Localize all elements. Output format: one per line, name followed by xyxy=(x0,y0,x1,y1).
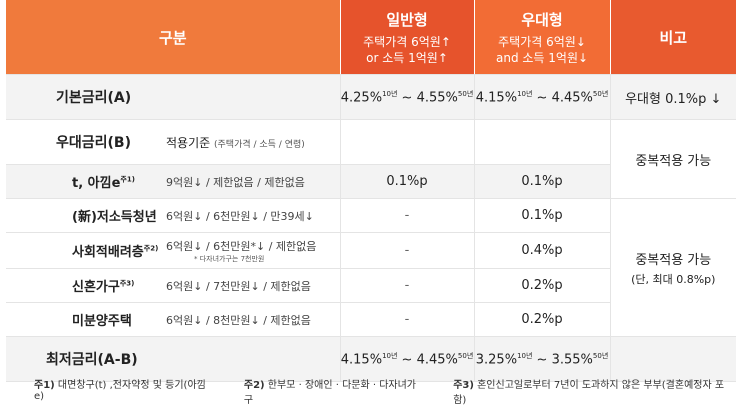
row-label-sup: 주3) xyxy=(119,279,135,288)
pref-criteria-heading: 적용기준 (주택가격 / 소득 / 연령) xyxy=(166,119,341,165)
row-label-text: 신혼가구 xyxy=(72,280,120,295)
row-preferential: 0.1%p xyxy=(474,198,611,233)
footnote-key: 주2) xyxy=(243,380,265,391)
row-criteria: 6억원↓ / 8천만원↓ / 제한없음 xyxy=(166,302,341,337)
rate-from-term: 10년 xyxy=(382,351,398,360)
min-rate-note-empty xyxy=(609,336,737,382)
header-general-sub1: 주택가격 6억원↑ xyxy=(363,34,451,49)
min-rate-row: 최저금리(A-B) 4.15%10년 ~ 4.45%50년 3.25%10년 ~… xyxy=(6,336,737,382)
header-preferential-sub1: 주택가격 6억원↓ xyxy=(498,34,586,49)
base-rate-label: 기본금리(A) xyxy=(6,74,341,120)
row-preferential: 0.2%p xyxy=(474,302,611,337)
note-dup2-text: 중복적용 가능 xyxy=(635,252,712,268)
rate-from: 4.15% xyxy=(475,90,518,106)
row-criteria: 6억원↓ / 6천만원*↓ / 제한없음 * 다자녀가구는 7천만원 xyxy=(166,232,341,269)
criteria-title: 적용기준 xyxy=(166,135,211,150)
row-general: 0.1%p xyxy=(339,164,475,199)
row-criteria-note: * 다자녀가구는 7천만원 xyxy=(194,254,265,263)
header-general: 일반형 주택가격 6억원↑ or 소득 1억원↑ xyxy=(339,0,475,75)
pref-preferential-empty xyxy=(474,119,611,165)
rate-from: 3.25% xyxy=(475,352,518,368)
rate-table: 구분 일반형 주택가격 6억원↑ or 소득 1억원↑ 우대형 주택가격 6억원… xyxy=(6,0,737,382)
note-dup1: 중복적용 가능 xyxy=(609,119,737,199)
rate-from: 4.15% xyxy=(340,352,383,368)
row-general: - xyxy=(339,268,475,303)
rate-sep: ~ xyxy=(397,90,417,106)
table-row: 미분양주택 6억원↓ / 8천만원↓ / 제한없음 - 0.2%p xyxy=(6,302,736,337)
footnote-1: 주1) 대면창구(t) ,전자약정 및 등기(아낌e) xyxy=(34,376,214,406)
note-dup2-sub: (단, 최대 0.8%p) xyxy=(631,272,716,286)
rate-from-term: 10년 xyxy=(517,89,533,98)
footnotes: 주1) 대면창구(t) ,전자약정 및 등기(아낌e) 주2) 한부모 · 장애… xyxy=(34,376,734,406)
rate-from: 4.25% xyxy=(340,90,383,106)
row-label: 신혼가구주3) xyxy=(6,268,166,303)
footnote-key: 주3) xyxy=(453,380,474,391)
header-preferential: 우대형 주택가격 6억원↓ and 소득 1억원↓ xyxy=(474,0,611,75)
rate-to: 4.45% xyxy=(551,90,593,106)
table-row: (新)저소득청년 6억원↓ / 6천만원↓ / 만39세↓ - 0.1%p 중복… xyxy=(6,198,737,337)
row-criteria-text: 6억원↓ / 6천만원*↓ / 제한없음 xyxy=(166,239,317,253)
header-general-title: 일반형 xyxy=(386,10,428,29)
footnote-text: 혼인신고일로부터 7년이 도과하지 않은 부부(결혼예정자 포함) xyxy=(453,380,725,406)
row-preferential: 0.4%p xyxy=(474,232,611,269)
row-label-sup: 주2) xyxy=(143,244,159,253)
rate-to-term: 50년 xyxy=(457,89,474,98)
row-preferential: 0.1%p xyxy=(474,164,611,199)
row-label: (新)저소득청년 xyxy=(6,198,166,233)
min-rate-preferential: 3.25%10년 ~ 3.55%50년 xyxy=(474,336,611,382)
row-label-sup: 주1) xyxy=(120,175,135,184)
row-general: - xyxy=(339,198,475,233)
rate-to: 3.55% xyxy=(551,352,593,368)
rate-to: 4.45% xyxy=(416,352,458,368)
note-dup2: 중복적용 가능 (단, 최대 0.8%p) xyxy=(609,198,737,337)
pref-rate-row: 우대금리(B) 적용기준 (주택가격 / 소득 / 연령) 중복적용 가능 xyxy=(6,119,737,199)
row-criteria: 6억원↓ / 7천만원↓ / 제한없음 xyxy=(166,268,341,303)
row-label: t, 아낌e주1) xyxy=(6,164,166,199)
row-label-text: 사회적배려층 xyxy=(72,245,144,260)
header-note: 비고 xyxy=(610,0,737,75)
row-label: 사회적배려층주2) xyxy=(6,232,166,269)
base-rate-preferential: 4.15%10년 ~ 4.45%50년 xyxy=(474,74,611,120)
rate-sep: ~ xyxy=(532,352,552,368)
base-rate-general: 4.25%10년 ~ 4.55%50년 xyxy=(339,74,475,120)
header-preferential-sub2: and 소득 1억원↓ xyxy=(495,50,589,65)
row-label-text: t, 아낌e xyxy=(72,176,121,191)
base-rate-row: 기본금리(A) 4.25%10년 ~ 4.55%50년 4.15%10년 ~ 4… xyxy=(6,74,737,120)
row-general: - xyxy=(339,302,475,337)
footnote-text: 대면창구(t) ,전자약정 및 등기(아낌e) xyxy=(34,380,206,402)
row-preferential: 0.2%p xyxy=(474,268,611,303)
rate-to: 4.55% xyxy=(416,90,458,106)
footnote-3: 주3) 혼인신고일로부터 7년이 도과하지 않은 부부(결혼예정자 포함) xyxy=(453,376,734,406)
min-rate-label: 최저금리(A-B) xyxy=(6,336,341,382)
rate-from-term: 10년 xyxy=(382,89,398,98)
table-header-row: 구분 일반형 주택가격 6억원↑ or 소득 1억원↑ 우대형 주택가격 6억원… xyxy=(6,0,737,75)
row-criteria: 9억원↓ / 제한없음 / 제한없음 xyxy=(166,164,341,199)
rate-to-term: 50년 xyxy=(457,351,474,360)
base-rate-note: 우대형 0.1%p ↓ xyxy=(609,74,737,120)
rate-to-term: 50년 xyxy=(592,89,609,98)
pref-general-empty xyxy=(339,119,475,165)
rate-from-term: 10년 xyxy=(517,351,533,360)
footnote-key: 주1) xyxy=(34,380,55,391)
table-row: 사회적배려층주2) 6억원↓ / 6천만원*↓ / 제한없음 * 다자녀가구는 … xyxy=(6,232,736,269)
row-general: - xyxy=(339,232,475,269)
header-category: 구분 xyxy=(6,0,341,75)
rate-sep: ~ xyxy=(532,90,552,106)
row-label: 미분양주택 xyxy=(6,302,166,337)
footnote-text: 한부모 · 장애인 · 다문화 · 다자녀가구 xyxy=(243,380,417,406)
min-rate-general: 4.15%10년 ~ 4.45%50년 xyxy=(339,336,475,382)
row-criteria: 6억원↓ / 6천만원↓ / 만39세↓ xyxy=(166,198,341,233)
header-general-sub2: or 소득 1억원↑ xyxy=(366,50,448,65)
footnote-2: 주2) 한부모 · 장애인 · 다문화 · 다자녀가구 xyxy=(244,376,423,406)
pref-rate-label: 우대금리(B) xyxy=(6,119,166,165)
header-preferential-title: 우대형 xyxy=(521,10,563,29)
criteria-sub: (주택가격 / 소득 / 연령) xyxy=(214,139,305,150)
table-row: 신혼가구주3) 6억원↓ / 7천만원↓ / 제한없음 - 0.2%p xyxy=(6,268,736,303)
rate-to-term: 50년 xyxy=(592,351,609,360)
rate-sep: ~ xyxy=(397,352,417,368)
